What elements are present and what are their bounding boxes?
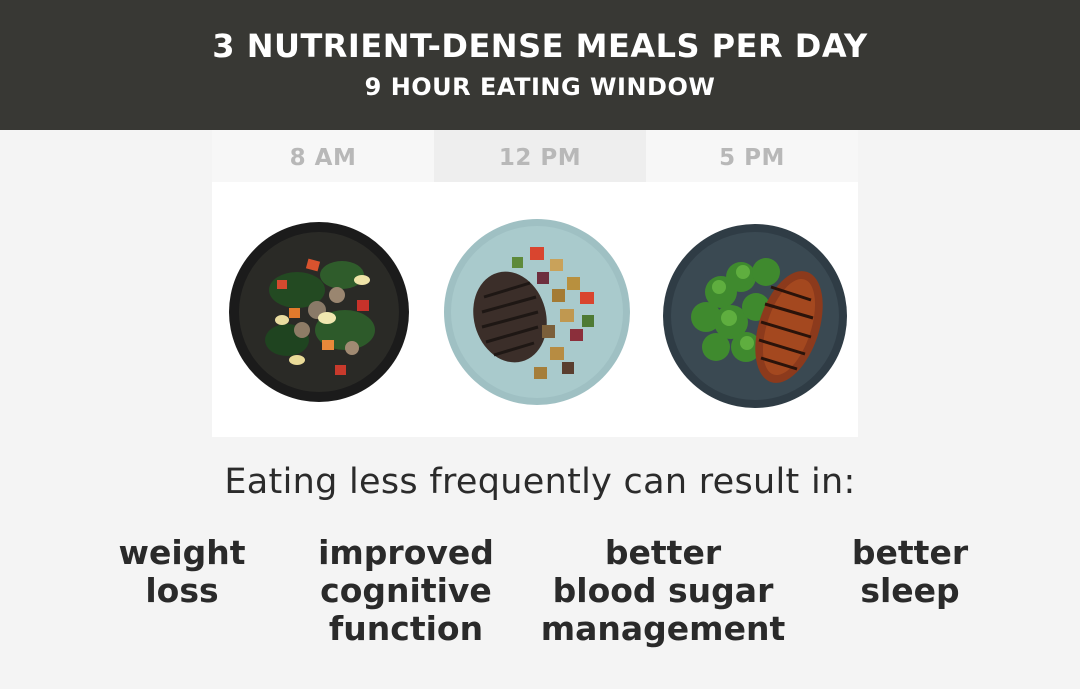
header-banner: 3 NUTRIENT-DENSE MEALS PER DAY 9 HOUR EA… <box>0 0 1080 130</box>
benefit-sleep: better sleep <box>851 533 969 610</box>
benefit-cognitive-function: improved cognitive function <box>318 533 494 648</box>
meal-column-dinner: 5 PM <box>646 130 858 437</box>
page-title: 3 NUTRIENT-DENSE MEALS PER DAY <box>212 27 868 65</box>
steak-and-roasted-vegetables-plate-image <box>444 219 630 405</box>
veggie-scramble-bowl-image <box>229 222 409 402</box>
meal-time-label: 12 PM <box>434 130 646 182</box>
meal-image-cell <box>212 182 434 437</box>
benefits-intro: Eating less frequently can result in: <box>224 462 856 502</box>
meal-time-label: 5 PM <box>646 130 858 182</box>
page-subtitle: 9 HOUR EATING WINDOW <box>364 73 716 101</box>
meal-time-label: 8 AM <box>212 130 434 182</box>
meal-column-breakfast: 8 AM <box>212 130 434 437</box>
meal-image-cell <box>434 182 646 437</box>
benefit-blood-sugar: better blood sugar management <box>540 533 786 648</box>
benefit-weight-loss: weight loss <box>118 533 246 610</box>
meal-image-cell <box>646 182 858 437</box>
chicken-and-broccoli-plate-image <box>663 224 847 408</box>
meal-column-lunch: 12 PM <box>434 130 646 437</box>
